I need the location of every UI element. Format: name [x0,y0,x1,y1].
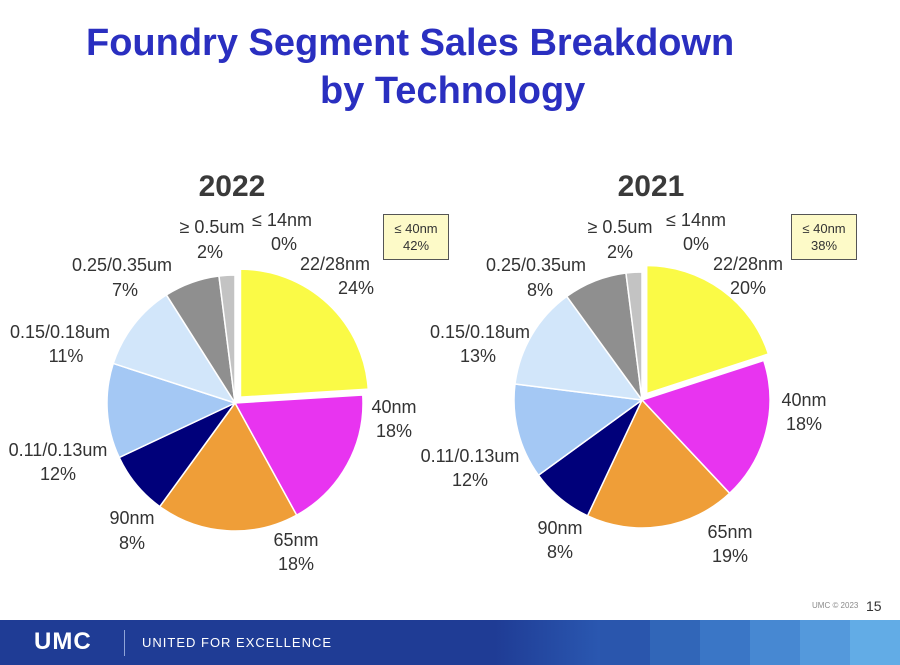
pie-slice-2022-0.15/0.18um [112,293,237,405]
pie-slice-2022-65nm [158,401,298,532]
slice-value-2022-8: 0% [271,234,297,254]
slice-label-2021-0: 22/28nm [713,254,783,274]
slice-label-2022-7: ≥ 0.5um [180,217,245,237]
slice-value-2021-8: 0% [683,234,709,254]
footer-color-block-3 [750,620,800,665]
footer-tagline: UNITED FOR EXCELLENCE [142,635,333,650]
slice-label-2022-0: 22/28nm [300,254,370,274]
slice-value-2021-7: 2% [607,242,633,262]
pie-slice-2021-22/28nm [645,264,770,395]
footer-color-block-0 [600,620,650,665]
callout-2022: ≤ 40nm 42% [383,214,449,260]
pie-slice-2022-22/28nm [239,268,370,398]
callout-2021: ≤ 40nm 38% [791,214,857,260]
slide-title-line1: Foundry Segment Sales Breakdown [86,22,735,64]
footer-divider [124,630,125,656]
slice-label-2022-6: 0.25/0.35um [72,255,172,275]
slice-label-2022-8: ≤ 14nm [252,210,312,230]
page-number: 15 [866,598,882,614]
callout-2022-label: ≤ 40nm [394,221,438,236]
footer-bar: UMC UNITED FOR EXCELLENCE [0,620,900,665]
slice-label-2021-6: 0.25/0.35um [486,255,586,275]
pie-slice-2021-40nm [640,359,771,495]
slice-label-2022-4: 0.11/0.13um [9,440,108,460]
pie-slice-2021-0.15/0.18um [514,295,644,401]
copyright-note: UMC © 2023 [812,601,859,610]
pie-slice-2022-0.11/0.13um [106,362,238,459]
slice-label-2022-2: 65nm [273,530,318,550]
callout-2021-value: 38% [810,238,838,253]
pie-slice-2021-65nm [586,398,731,529]
slice-value-2022-3: 8% [119,533,145,553]
slice-value-2022-4: 12% [40,464,76,484]
slide-title-line2: by Technology [320,70,586,112]
slice-label-2021-2: 65nm [707,522,752,542]
slice-value-2022-7: 2% [197,242,223,262]
slice-label-2021-7: ≥ 0.5um [588,217,653,237]
pie-slice-2021-≥ 0.5um [625,271,643,401]
umc-logo: UMC [34,628,92,655]
slice-value-2022-0: 24% [338,278,374,298]
pie-charts: 2022 22/28nm 24% 40nm 18% 65nm 18% 90nm 8% 0.11/0… [9,170,827,574]
callout-2021-label: ≤ 40nm [802,221,846,236]
slice-value-2021-3: 8% [547,542,573,562]
slice-value-2021-4: 12% [452,470,488,490]
slice-value-2021-5: 13% [460,346,496,366]
slice-label-2021-8: ≤ 14nm [666,210,726,230]
footer-color-block-2 [700,620,750,665]
slice-value-2021-2: 19% [712,546,748,566]
slice-label-2021-4: 0.11/0.13um [421,446,520,466]
slice-label-2022-5: 0.15/0.18um [10,322,110,342]
chart-year-title-0: 2022 [199,170,266,203]
pie-slice-2022-≥ 0.5um [218,274,236,404]
slice-value-2022-6: 7% [112,280,138,300]
slice-value-2022-5: 11% [49,346,84,366]
slice-label-2022-1: 40nm [371,397,416,417]
footer-color-block-4 [800,620,850,665]
slice-value-2021-0: 20% [730,278,766,298]
pie-slice-2021-0.11/0.13um [513,383,644,477]
slice-value-2022-1: 18% [376,421,412,441]
slice-value-2022-2: 18% [278,554,314,574]
pie-slice-2022-40nm [233,394,364,517]
slice-label-2021-5: 0.15/0.18um [430,322,530,342]
slice-label-2021-3: 90nm [537,518,582,538]
chart-year-title-1: 2021 [618,170,685,203]
slice-label-2022-3: 90nm [109,508,154,528]
footer-color-block-5 [850,620,900,665]
slice-value-2021-6: 8% [527,280,553,300]
slice-value-2021-1: 18% [786,414,822,434]
slice-label-2021-1: 40nm [781,390,826,410]
callout-2022-value: 42% [402,238,430,253]
footer-color-block-1 [650,620,700,665]
